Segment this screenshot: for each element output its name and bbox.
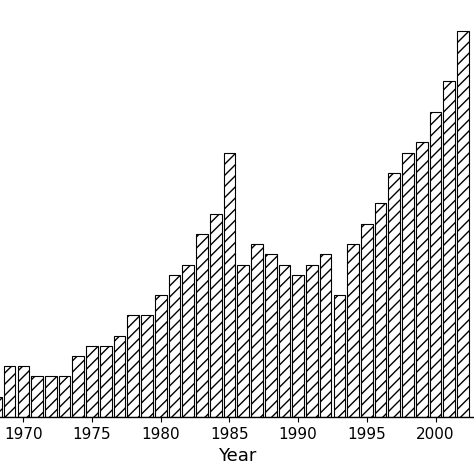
Bar	[59, 376, 71, 417]
Bar	[251, 244, 263, 417]
Bar	[347, 244, 359, 417]
Bar	[444, 82, 455, 417]
Bar	[45, 376, 57, 417]
Bar	[320, 255, 331, 417]
Bar	[182, 264, 194, 417]
Bar	[402, 153, 414, 417]
Bar	[210, 214, 221, 417]
Bar	[361, 224, 373, 417]
Bar	[334, 295, 345, 417]
Bar	[114, 336, 125, 417]
Bar	[86, 346, 98, 417]
X-axis label: Year: Year	[218, 447, 256, 465]
Bar	[18, 366, 29, 417]
Bar	[4, 366, 16, 417]
Bar	[31, 376, 43, 417]
Bar	[306, 264, 318, 417]
Bar	[237, 264, 249, 417]
Bar	[416, 142, 428, 417]
Bar	[196, 234, 208, 417]
Bar	[73, 356, 84, 417]
Bar	[100, 346, 112, 417]
Bar	[224, 153, 235, 417]
Bar	[389, 173, 400, 417]
Bar	[141, 315, 153, 417]
Bar	[292, 275, 304, 417]
Bar	[375, 203, 386, 417]
Bar	[457, 30, 469, 417]
Bar	[430, 112, 441, 417]
Bar	[279, 264, 290, 417]
Bar	[128, 315, 139, 417]
Bar	[265, 255, 276, 417]
Bar	[0, 397, 2, 417]
Bar	[155, 295, 166, 417]
Bar	[169, 275, 180, 417]
